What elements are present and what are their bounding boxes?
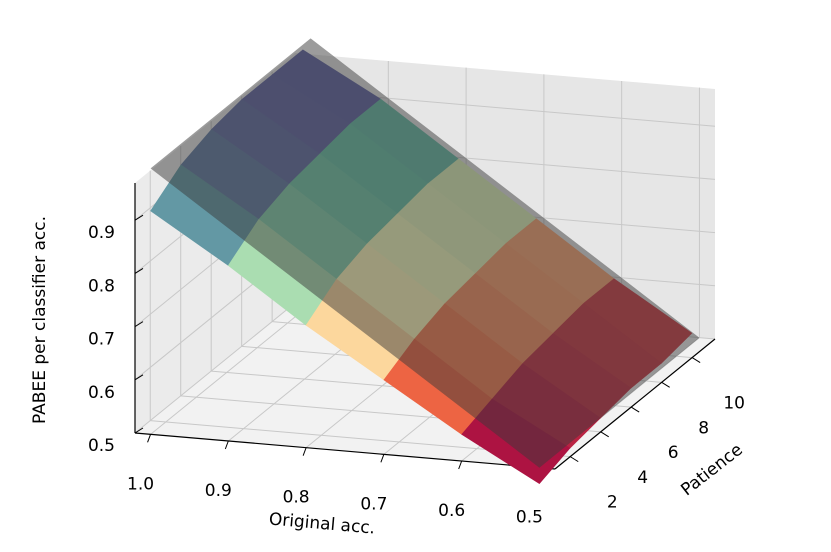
- x-tick-label: 1.0: [127, 474, 154, 494]
- y-axis-label: Patience: [677, 440, 746, 500]
- reference-plane: [150, 38, 700, 468]
- x-tick-label: 0.6: [438, 501, 465, 521]
- z-tick-label: 0.6: [88, 383, 115, 403]
- z-tick: [134, 268, 144, 274]
- x-tick: [147, 434, 152, 443]
- z-axis-label: PABEE per classifier acc.: [30, 216, 50, 424]
- z-tick-label: 0.8: [88, 276, 115, 296]
- x-tick-label: 0.8: [283, 488, 310, 508]
- y-tick-label: 6: [668, 443, 679, 463]
- y-tick: [630, 406, 640, 413]
- z-tick-label: 0.9: [88, 223, 115, 243]
- x-tick: [224, 440, 229, 450]
- y-tick: [691, 357, 701, 363]
- axis-line: [134, 432, 556, 470]
- x-tick-label: 0.9: [205, 481, 232, 501]
- z-tick-label: 0.5: [88, 436, 115, 456]
- grid-line: [150, 303, 311, 435]
- x-tick-label: 0.5: [516, 508, 543, 528]
- y-tick-label: 10: [723, 394, 745, 414]
- z-tick: [134, 374, 144, 381]
- z-tick-label: 0.7: [88, 330, 115, 350]
- x-tick: [380, 454, 385, 463]
- z-tick: [134, 427, 144, 434]
- y-tick: [569, 456, 579, 463]
- y-tick: [661, 381, 670, 388]
- z-tick: [134, 321, 144, 328]
- x-tick-label: 0.7: [360, 494, 387, 514]
- grid-line: [134, 302, 296, 434]
- y-tick-label: 8: [698, 418, 709, 438]
- y-tick-label: 2: [607, 493, 618, 513]
- x-tick: [458, 460, 463, 470]
- x-tick: [302, 447, 307, 456]
- y-tick-label: 4: [637, 468, 648, 488]
- axis-line: [554, 338, 716, 470]
- y-tick: [600, 431, 609, 438]
- z-tick: [134, 214, 144, 221]
